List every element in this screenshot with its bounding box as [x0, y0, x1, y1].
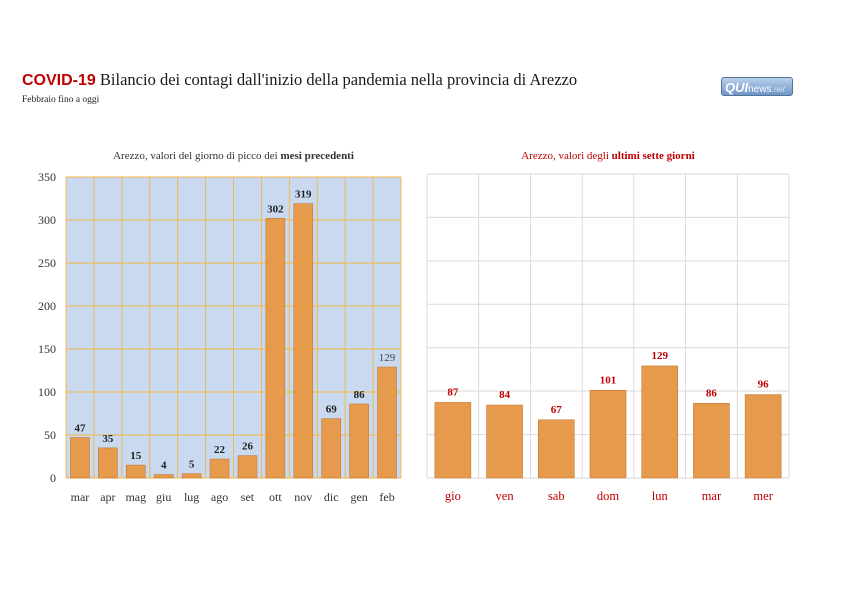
left-y-tick-label: 350 — [38, 170, 56, 184]
left-x-tick-label: mag — [125, 490, 146, 504]
left-bar-value-label: 86 — [354, 389, 366, 401]
left-y-tick-label: 300 — [38, 213, 56, 227]
left-bar — [293, 203, 314, 479]
left-y-tick-label: 250 — [38, 256, 56, 270]
right-bar-value-label: 129 — [651, 350, 668, 362]
right-bar — [641, 365, 679, 479]
title-tag: COVID-19 — [22, 72, 96, 89]
left-chart-title: Arezzo, valori del giorno di picco dei m… — [113, 150, 354, 162]
left-y-tick-label: 0 — [50, 471, 56, 485]
left-x-tick-label: giu — [156, 490, 171, 504]
right-x-tick-label: ven — [496, 489, 515, 503]
left-x-tick-label: ago — [211, 490, 228, 504]
right-x-tick-label: dom — [597, 489, 620, 503]
left-x-tick-label: gen — [350, 490, 367, 504]
left-bar-value-label: 47 — [74, 423, 86, 435]
right-bar-value-label: 101 — [600, 374, 617, 386]
left-y-tick-label: 200 — [38, 299, 56, 313]
left-x-tick-label: dic — [324, 490, 339, 504]
left-y-tick-label: 50 — [44, 428, 56, 442]
right-bar-value-label: 67 — [551, 404, 563, 416]
right-x-tick-label: sab — [548, 489, 565, 503]
left-bar-value-label: 319 — [295, 189, 312, 201]
right-x-tick-label: mar — [702, 489, 722, 503]
left-bar-value-label: 69 — [326, 404, 338, 416]
left-bar-value-label: 129 — [379, 352, 396, 364]
right-bar — [744, 394, 782, 479]
left-bar-value-label: 4 — [161, 460, 167, 472]
right-chart-title: Arezzo, valori degli ultimi sette giorni — [521, 150, 695, 162]
right-bar-value-label: 84 — [499, 389, 511, 401]
right-bar-value-label: 86 — [706, 387, 718, 399]
right-x-tick-label: gio — [445, 489, 461, 503]
right-bar-value-label: 87 — [447, 386, 459, 398]
left-bar-value-label: 5 — [189, 459, 195, 471]
left-x-tick-label: feb — [379, 490, 394, 504]
left-bar — [181, 473, 202, 479]
left-y-tick-label: 150 — [38, 342, 56, 356]
right-bar — [589, 389, 627, 479]
left-bar — [70, 437, 90, 479]
left-bar-value-label: 15 — [130, 450, 142, 462]
left-bar — [237, 455, 258, 479]
right-bar — [537, 419, 575, 479]
left-y-tick-label: 100 — [38, 385, 56, 399]
left-bar — [321, 418, 342, 479]
left-bar — [349, 403, 369, 479]
right-bar-value-label: 96 — [758, 379, 770, 391]
left-bar-value-label: 302 — [267, 203, 284, 215]
right-bar — [693, 403, 730, 479]
left-bar — [265, 217, 286, 479]
left-bar — [125, 464, 146, 479]
left-x-tick-label: mar — [71, 490, 90, 504]
page-title: COVID-19 Bilancio dei contagi dall'inizi… — [22, 70, 577, 90]
title-text: Bilancio dei contagi dall'inizio della p… — [99, 70, 578, 89]
left-bar-value-label: 35 — [102, 433, 114, 445]
left-bar — [377, 366, 397, 479]
left-x-tick-label: set — [241, 490, 255, 504]
left-bar — [153, 474, 174, 479]
right-bar — [434, 402, 472, 479]
right-x-tick-label: mer — [753, 489, 773, 503]
left-bar-value-label: 26 — [242, 441, 254, 453]
left-x-tick-label: nov — [294, 490, 312, 504]
quinews-logo: QUInews.net — [721, 77, 793, 96]
left-x-tick-label: apr — [100, 490, 115, 504]
left-bar — [209, 458, 230, 479]
left-x-tick-label: ott — [269, 490, 282, 504]
right-bar — [486, 404, 523, 479]
left-bar-value-label: 22 — [214, 444, 226, 456]
right-x-tick-label: lun — [652, 489, 669, 503]
left-bar — [98, 447, 118, 479]
left-x-tick-label: lug — [184, 490, 199, 504]
page-subtitle: Febbraio fino a oggi — [22, 95, 100, 105]
